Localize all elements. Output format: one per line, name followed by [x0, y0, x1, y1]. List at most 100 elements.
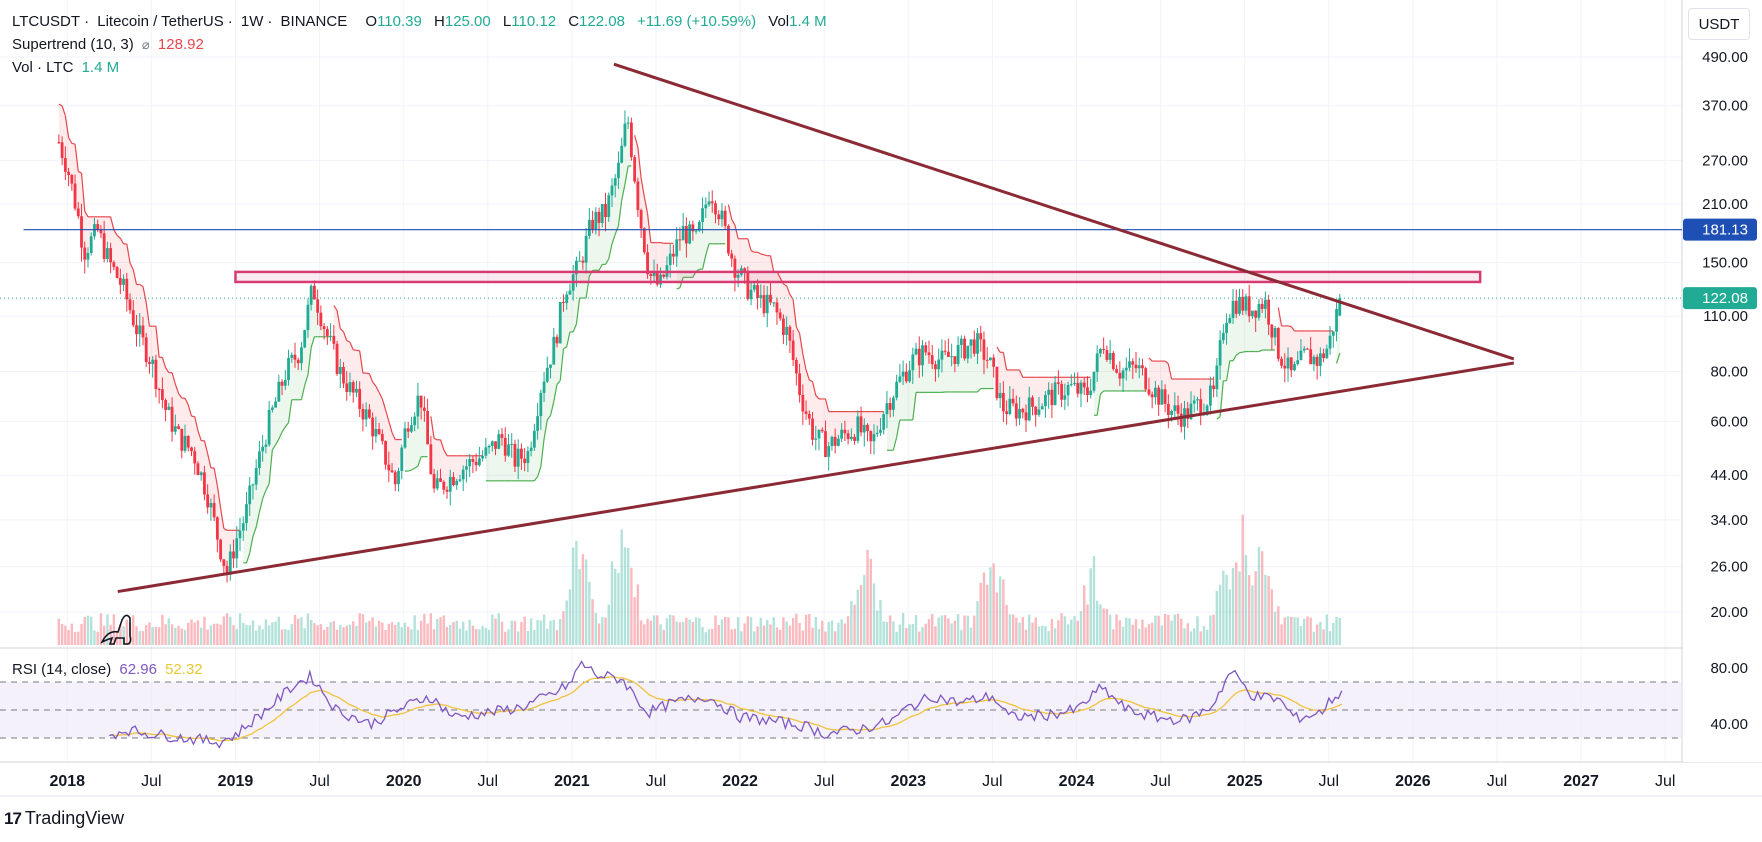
- volume-bar: [177, 626, 179, 645]
- volume-bar: [708, 629, 710, 645]
- volume-bar: [549, 621, 551, 645]
- candle-body: [465, 466, 468, 469]
- candle-body: [1173, 405, 1176, 411]
- candle-body: [1076, 383, 1079, 394]
- volume-bar: [1297, 617, 1299, 645]
- volume-bar: [294, 615, 296, 645]
- candle-body: [439, 478, 442, 482]
- rsi-legend[interactable]: RSI (14, close) 62.96 52.32: [12, 661, 207, 678]
- volume-bar: [915, 615, 917, 645]
- volume-bar: [1057, 620, 1059, 645]
- volume-legend[interactable]: Vol · LTC 1.4 M: [12, 59, 123, 76]
- supertrend: [59, 104, 1340, 575]
- candle-body: [853, 437, 856, 441]
- volume-bar: [261, 629, 263, 645]
- tradingview-logo[interactable]: 17 TradingView: [4, 808, 124, 829]
- candle-body: [174, 426, 177, 431]
- volume-bar: [895, 632, 897, 645]
- volume-bar: [928, 619, 930, 645]
- volume-bar: [536, 620, 538, 645]
- volume-bar: [866, 550, 868, 645]
- candle-body: [336, 344, 339, 374]
- currency-button[interactable]: USDT: [1688, 8, 1750, 40]
- volume-bar: [879, 600, 881, 645]
- symbol-name: Litecoin / TetherUS: [97, 13, 223, 30]
- volume-bar: [436, 619, 438, 645]
- supertrend-line: [761, 254, 764, 255]
- price-tick-label: 80.00: [1710, 363, 1748, 380]
- supertrend-legend[interactable]: Supertrend (10, 3) ⌀ 128.92: [12, 36, 208, 53]
- candle-body: [326, 329, 329, 336]
- candle-body: [1148, 389, 1151, 394]
- volume-bar: [223, 616, 225, 645]
- volume-bar: [1264, 575, 1266, 645]
- volume-bar: [931, 614, 933, 645]
- candle-body: [332, 336, 335, 344]
- volume-bar: [1028, 615, 1030, 645]
- candle-body: [617, 163, 620, 178]
- volume-bar: [197, 620, 199, 645]
- candle-body: [229, 552, 232, 575]
- volume-bar: [1235, 562, 1237, 645]
- candle-body: [581, 261, 584, 263]
- candle-body: [714, 203, 717, 214]
- candle-body: [911, 354, 914, 370]
- candle-body: [562, 302, 565, 303]
- candle-body: [193, 451, 196, 463]
- candle-body: [387, 465, 390, 471]
- volume-bar: [1009, 614, 1011, 645]
- volume-bar: [562, 611, 564, 645]
- volume-bar: [1064, 616, 1066, 645]
- volume-bar: [1183, 628, 1185, 645]
- volume-bar: [989, 567, 991, 645]
- supertrend-line: [661, 243, 664, 244]
- volume-bar: [426, 624, 428, 645]
- volume-bar: [679, 622, 681, 645]
- candle-body: [74, 184, 77, 209]
- time-tick-label: 2020: [386, 773, 422, 790]
- volume-bar: [798, 623, 800, 645]
- volume-bar: [1128, 618, 1130, 645]
- symbol-code: LTCUSDT: [12, 13, 80, 30]
- volume-bar: [268, 625, 270, 645]
- candle-body: [294, 355, 297, 360]
- candle-body: [381, 434, 384, 441]
- candle-body: [239, 531, 242, 539]
- candle-body: [514, 444, 517, 467]
- volume-bar: [80, 624, 82, 645]
- candle-body: [455, 481, 458, 485]
- volume-bar: [578, 569, 580, 645]
- time-tick-label: Jul: [1150, 773, 1170, 790]
- volume-bar: [349, 625, 351, 645]
- volume-bar: [737, 617, 739, 645]
- candle-body: [1267, 300, 1270, 325]
- volume-bar: [93, 630, 95, 645]
- candle-body: [248, 486, 251, 505]
- volume-bar: [100, 613, 102, 645]
- volume-bar: [873, 583, 875, 645]
- candle-body: [446, 490, 449, 492]
- volume-bar: [743, 623, 745, 645]
- candle-body: [252, 484, 255, 485]
- candle-body: [915, 349, 918, 355]
- volume-bar: [1222, 571, 1224, 645]
- candle-body: [197, 463, 200, 475]
- candle-body: [879, 430, 882, 433]
- volume-bar: [1174, 615, 1176, 645]
- volume-bar: [1319, 622, 1321, 645]
- volume-bar: [226, 613, 228, 645]
- candle-body: [821, 430, 824, 431]
- candle-body: [206, 494, 209, 507]
- eye-off-icon[interactable]: ⌀: [142, 37, 150, 52]
- volume-bar: [410, 629, 412, 645]
- candle-body: [979, 333, 982, 339]
- volume-bar: [889, 615, 891, 645]
- time-tick-label: 2024: [1059, 773, 1095, 790]
- candle-body: [274, 402, 277, 408]
- separator-dot: ·: [267, 13, 272, 30]
- candle-body: [358, 389, 361, 409]
- symbol-legend[interactable]: LTCUSDT· Litecoin / TetherUS· 1W· BINANC…: [12, 13, 835, 30]
- volume-bar: [1177, 614, 1179, 645]
